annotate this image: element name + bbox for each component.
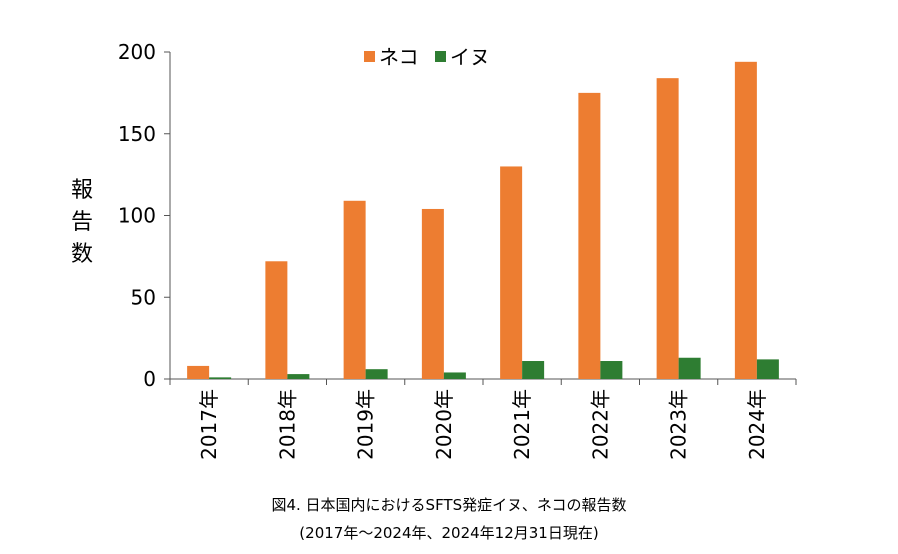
x-tick-label: 2019年 xyxy=(354,389,378,460)
x-tick-label: 2017年 xyxy=(197,389,221,460)
x-tick-label: 2023年 xyxy=(667,389,691,460)
bar-chart: ネコ イヌ 報告数 0 50 100 150 200 2017年 2018年 2019年 202… xyxy=(71,40,797,460)
x-tick-label: 2021年 xyxy=(510,389,534,460)
legend-label: ネコ xyxy=(379,45,419,69)
bars xyxy=(187,61,779,380)
bar-inu xyxy=(756,359,779,379)
y-axis-label-char: 報 xyxy=(71,178,93,203)
bar-inu xyxy=(365,369,388,379)
legend-swatch xyxy=(364,51,375,62)
y-axis-label-char: 数 xyxy=(71,242,93,267)
bar-neko xyxy=(187,365,210,379)
bar-inu xyxy=(600,361,623,379)
y-tick-label: 200 xyxy=(118,40,156,64)
x-tick-label: 2018年 xyxy=(275,389,299,460)
legend-swatch xyxy=(435,51,446,62)
y-axis-label: 報告数 xyxy=(71,178,93,267)
y-tick-label: 0 xyxy=(143,367,156,391)
bar-neko xyxy=(421,208,444,379)
legend: ネコ イヌ xyxy=(364,45,490,69)
bar-neko xyxy=(578,92,601,379)
y-axis: 0 50 100 150 200 xyxy=(118,40,171,391)
figure-caption-subtitle: (2017年〜2024年、2024年12月31日現在) xyxy=(299,524,599,542)
bar-neko xyxy=(265,261,288,379)
bar-inu xyxy=(209,377,232,379)
bar-neko xyxy=(656,78,679,379)
y-axis-label-char: 告 xyxy=(71,210,93,235)
legend-label: イヌ xyxy=(450,45,490,69)
bar-inu xyxy=(287,374,310,379)
x-tick-label: 2024年 xyxy=(745,389,769,460)
bar-inu xyxy=(443,372,466,379)
x-axis: 2017年 2018年 2019年 2020年 2021年 2022年 2023年 2024年 xyxy=(169,378,797,460)
y-tick-label: 50 xyxy=(131,285,156,309)
y-tick-label: 150 xyxy=(118,122,156,146)
bar-inu xyxy=(678,357,701,379)
bar-inu xyxy=(522,361,545,379)
bar-neko xyxy=(500,166,523,379)
y-tick-label: 100 xyxy=(118,204,156,228)
bar-neko xyxy=(734,61,757,380)
figure-caption: 図4. 日本国内におけるSFTS発症イヌ、ネコの報告数 xyxy=(271,496,627,514)
bar-neko xyxy=(343,200,366,379)
x-tick-label: 2022年 xyxy=(588,389,612,460)
x-tick-label: 2020年 xyxy=(432,389,456,460)
